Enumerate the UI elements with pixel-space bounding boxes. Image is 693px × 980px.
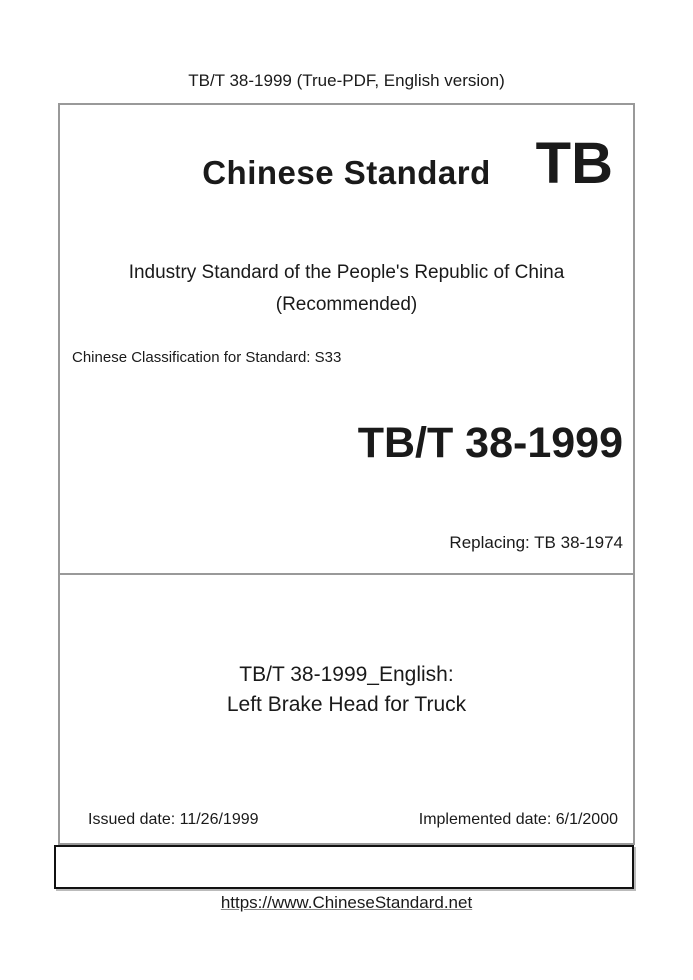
org-line-2: (Recommended) — [275, 294, 418, 315]
footer-website-link[interactable]: https://www.ChineseStandard.net — [220, 893, 473, 912]
org-line-1: Industry Standard of the People's Republ… — [128, 262, 565, 283]
footer: https://www.ChineseStandard.net — [0, 893, 693, 913]
english-title-block: TB/T 38-1999_English: Left Brake Head fo… — [60, 660, 633, 720]
standard-prefix-code: TB — [535, 131, 613, 196]
standard-number: TB/T 38-1999 — [357, 419, 623, 467]
cover-main-box: Chinese Standard TB Industry Standard of… — [58, 103, 635, 845]
empty-note-box — [54, 845, 634, 889]
issued-date: Issued date: 11/26/1999 — [88, 811, 259, 828]
english-title-line-2: Left Brake Head for Truck — [226, 693, 467, 716]
org-lines: Industry Standard of the People's Republ… — [60, 257, 633, 321]
english-title-line-1: TB/T 38-1999_English: — [239, 663, 454, 686]
brand-title: Chinese Standard — [202, 154, 491, 191]
classification-line: Chinese Classification for Standard: S33 — [72, 349, 342, 366]
section-divider — [58, 573, 635, 575]
implemented-date: Implemented date: 6/1/2000 — [418, 811, 618, 828]
replacing-line: Replacing: TB 38-1974 — [449, 533, 623, 552]
document-header-title: TB/T 38-1999 (True-PDF, English version) — [188, 71, 505, 90]
